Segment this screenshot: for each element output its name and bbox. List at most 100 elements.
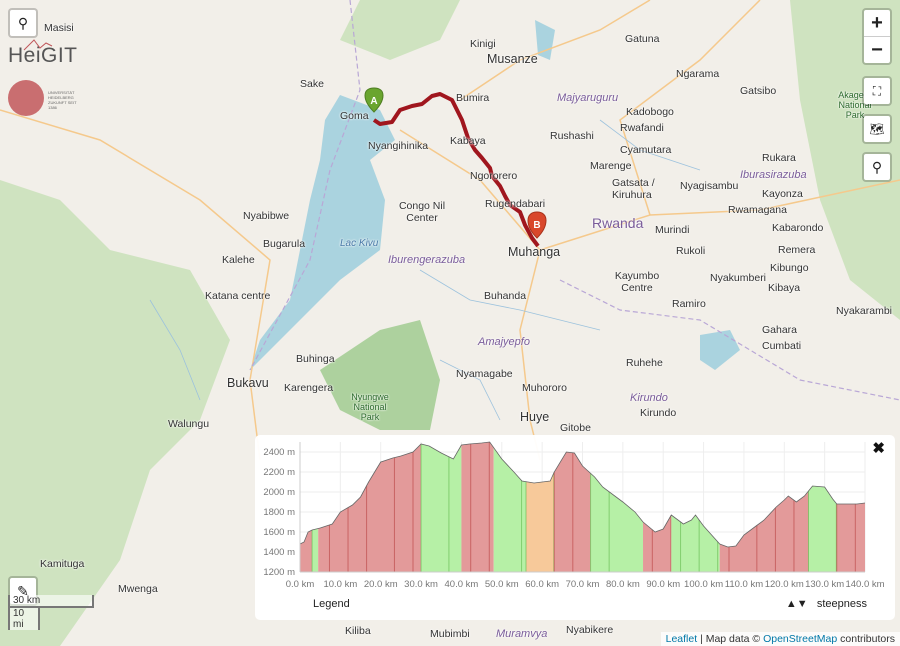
place-label: Rwafandi xyxy=(620,122,664,134)
region-label: Majyaruguru xyxy=(557,92,619,104)
country-label: Rwanda xyxy=(592,215,644,231)
steepness-segment xyxy=(808,486,837,572)
place-label: Rwamagana xyxy=(728,204,787,216)
place-label: Murindi xyxy=(655,224,690,236)
place-label: Rukoli xyxy=(676,245,706,257)
map-icon: 🗺 xyxy=(869,122,885,136)
x-tick-label: 140.0 km xyxy=(845,579,884,590)
place-label: Rukara xyxy=(762,152,796,164)
fit-bounds-button[interactable]: ⛶ xyxy=(862,76,892,106)
steepness-segment xyxy=(671,515,720,572)
map-pin-icon: ⚲ xyxy=(17,14,29,31)
place-label: Bumira xyxy=(456,92,490,104)
leaflet-link[interactable]: Leaflet xyxy=(665,633,698,645)
elevation-profile-panel: 1200 m 1400 m 1600 m 1800 m 2000 m 2200 m 2400… xyxy=(255,435,895,620)
lake-small xyxy=(535,20,555,60)
steepness-segment xyxy=(526,472,555,572)
steepness-segment xyxy=(312,528,319,572)
place-label: Kayonza xyxy=(762,188,803,200)
layers-button[interactable]: 🗺 xyxy=(862,114,892,144)
x-tick-label: 0.0 km xyxy=(286,579,315,590)
x-tick-label: 60.0 km xyxy=(525,579,559,590)
place-label: Muhororo xyxy=(522,382,567,394)
place-label: Goma xyxy=(340,110,369,122)
place-label: Gatsibo xyxy=(740,85,777,97)
locate-button[interactable]: ⚲ xyxy=(8,8,38,38)
place-label: Cyamutara xyxy=(620,144,672,156)
university-name: UNIVERSITÄT HEIDELBERG ZUKUNFT SEIT 1386 xyxy=(48,90,77,110)
x-tick-label: 80.0 km xyxy=(606,579,640,590)
start-marker[interactable]: A xyxy=(364,87,384,113)
steepness-segment xyxy=(461,442,494,572)
place-label: Buhanda xyxy=(484,290,527,302)
lake-small xyxy=(700,330,740,370)
place-label: Kirundo xyxy=(640,407,677,419)
x-tick-label: 130.0 km xyxy=(805,579,844,590)
region-label: Amajyepfo xyxy=(478,336,530,348)
close-elevation-button[interactable]: ✖ xyxy=(872,440,885,457)
attribution: Leaflet | Map data © OpenStreetMap contr… xyxy=(660,632,900,646)
place-label: Kamituga xyxy=(40,558,85,570)
place-label: Ngororero xyxy=(470,170,518,182)
steepness-segment xyxy=(836,503,865,572)
region-label: Muramvya xyxy=(496,628,548,640)
y-tick-label: 1200 m xyxy=(263,567,295,578)
place-label: Bugarula xyxy=(263,238,306,250)
place-label: Nyakumberi xyxy=(710,272,767,284)
x-tick-label: 90.0 km xyxy=(646,579,680,590)
zoom-out-button[interactable]: − xyxy=(864,36,890,63)
y-tick-label: 2000 m xyxy=(263,487,295,498)
heigit-logo: HeiGIT UNIVERSITÄT HEIDELBERG ZUKUNFT SE… xyxy=(8,39,78,116)
map-pin-icon: ⚲ xyxy=(871,158,883,175)
steepness-segment xyxy=(590,473,644,572)
place-label: Nyamagabe xyxy=(456,368,513,380)
region-label: Kirundo xyxy=(630,392,668,404)
place-marker-button[interactable]: ⚲ xyxy=(862,152,892,182)
place-label: Ngarama xyxy=(676,68,720,80)
place-label: Remera xyxy=(778,244,816,256)
steepness-label: steepness xyxy=(816,598,867,610)
university-seal xyxy=(8,80,44,116)
place-label: Kiliba xyxy=(345,625,371,637)
zoom-in-button[interactable]: + xyxy=(871,11,883,34)
place-label: Nyangihinika xyxy=(368,140,429,152)
place-label: Mwenga xyxy=(118,583,158,595)
end-marker[interactable]: B xyxy=(527,211,547,239)
zoom-control: + − xyxy=(862,8,892,65)
place-label: Gahara xyxy=(762,324,798,336)
x-tick-label: 40.0 km xyxy=(445,579,479,590)
place-label: Mubimbi xyxy=(430,628,470,640)
place-label: Gatsata / Kiruhura xyxy=(612,177,655,201)
steepness-segment xyxy=(493,447,526,572)
scale-imperial: 10 mi xyxy=(8,606,40,630)
place-label: Muhanga xyxy=(508,245,561,259)
place-label: Cumbati xyxy=(762,340,802,352)
place-label: Nyabibwe xyxy=(243,210,290,222)
place-label: Katana centre xyxy=(205,290,271,302)
forest-area xyxy=(340,0,460,60)
place-label: Musanze xyxy=(487,52,538,66)
place-label: Rushashi xyxy=(550,130,594,142)
end-marker-label: B xyxy=(533,220,540,231)
scale-bar: 30 km 10 mi xyxy=(8,595,94,630)
x-tick-label: 70.0 km xyxy=(566,579,600,590)
steepness-selector[interactable]: ▲▼ steepness xyxy=(786,598,867,610)
place-label: Masisi xyxy=(44,22,74,34)
lake-kivu xyxy=(250,95,395,370)
place-label: Marenge xyxy=(590,160,632,172)
steepness-segment xyxy=(300,530,313,572)
place-label: Walungu xyxy=(168,418,210,430)
forest-area xyxy=(0,180,230,646)
place-label: Kadobogo xyxy=(626,106,674,118)
pencil-icon: ✎ xyxy=(17,582,29,599)
place-label: Kibaya xyxy=(768,282,801,294)
y-tick-label: 1800 m xyxy=(263,507,295,518)
x-tick-label: 110.0 km xyxy=(725,579,763,590)
park-label: Nyungwe National Park xyxy=(351,392,389,422)
elevation-chart[interactable]: 1200 m 1400 m 1600 m 1800 m 2000 m 2200 m 2400… xyxy=(255,435,895,595)
place-label: Nyakarambi xyxy=(836,305,893,317)
legend-toggle[interactable]: Legend xyxy=(313,598,350,610)
osm-link[interactable]: OpenStreetMap xyxy=(763,633,838,645)
place-label: Bukavu xyxy=(227,376,269,390)
attribution-suffix: contributors xyxy=(837,633,895,645)
